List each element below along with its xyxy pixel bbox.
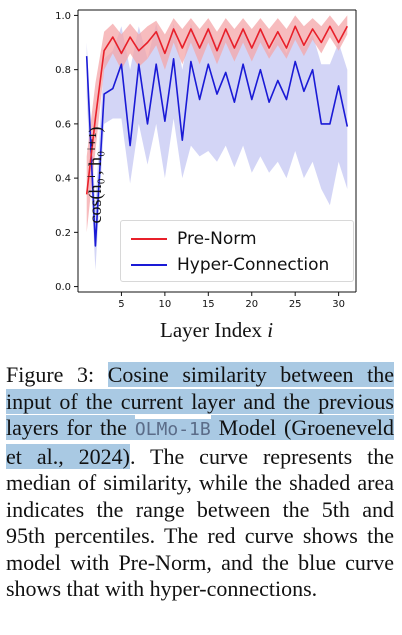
legend-swatch-hyper-connection [131,264,167,266]
caption-model-name: OLMo-1B [134,419,211,440]
x-tick-label-30: 30 [332,299,345,310]
legend-entry-hyper-connection: Hyper-Connection [121,253,353,277]
legend-swatch-pre-norm [131,238,167,240]
x-tick-label-5: 5 [118,299,124,310]
legend-entry-pre-norm: Pre-Norm [121,227,353,251]
legend-label-hyper-connection: Hyper-Connection [177,255,330,275]
x-tick-label-15: 15 [202,299,215,310]
x-tick-label-25: 25 [289,299,302,310]
caption-figure-label: Figure 3: [6,362,108,387]
chart-area: 0.0 0.2 0.4 0.6 0.8 1.0 5 10 15 20 25 30 cos(h₀ⁱ, h… [55,9,357,343]
y-tick-label-0.4: 0.4 [55,174,71,185]
legend-label-pre-norm: Pre-Norm [177,229,257,249]
line-pre-norm [85,25,349,195]
y-axis-label: cos(h₀ⁱ, h₀ⁱ⁺¹) [85,126,105,224]
band-hyper-connection [86,23,348,271]
x-axis-label-text: Layer Index [160,318,268,342]
caption-rest: . The curve represents the median of sim… [6,443,394,602]
y-tick-label-0.6: 0.6 [55,119,71,130]
chart-svg: 0.0 0.2 0.4 0.6 0.8 1.0 5 10 15 20 25 30 [55,9,357,310]
figure-caption: Figure 3: Cosine similarity between the … [6,362,394,603]
y-tick-label-0.8: 0.8 [55,65,71,76]
line-hyper-connection [85,56,349,247]
x-tick-label-20: 20 [245,299,258,310]
x-axis-label: Layer Index i [160,318,273,343]
chart-legend: Pre-Norm Hyper-Connection [120,220,354,282]
y-tick-label-0.0: 0.0 [55,282,71,293]
y-tick-label-0.2: 0.2 [55,228,71,239]
median-lines [85,25,349,247]
chart-axes: 0.0 0.2 0.4 0.6 0.8 1.0 5 10 15 20 25 30 [55,9,357,310]
y-tick-label-1.0: 1.0 [55,11,71,22]
x-axis-label-var: i [267,318,274,342]
x-tick-label-10: 10 [159,299,172,310]
